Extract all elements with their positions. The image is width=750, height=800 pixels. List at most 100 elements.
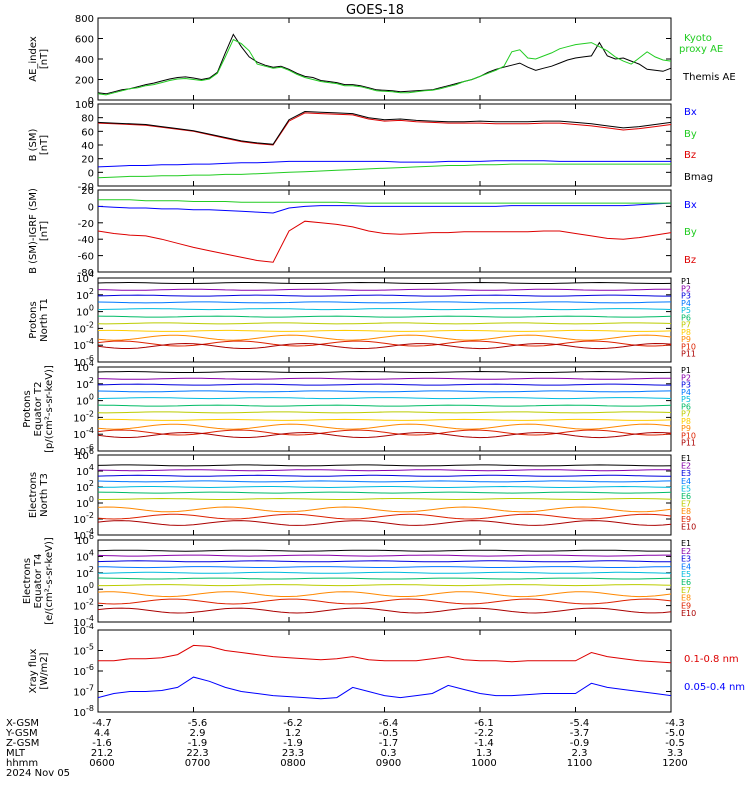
- legend-p11: P11: [681, 350, 696, 359]
- panel-bigrf: -80 -60 -40 -20 0 20 B (SM)-IGRF (SM)[nT] Bx By B…: [28, 186, 697, 279]
- xaxis-value: 1.3: [476, 748, 492, 759]
- y-axis-label: AE_index[nT]: [28, 36, 50, 82]
- y-tick-label: 100: [76, 304, 94, 319]
- xaxis-value: -6.2: [283, 718, 303, 729]
- channel-e8: [97, 506, 672, 513]
- y-tick-label: 60: [81, 127, 94, 138]
- y-axis-label: ElectronsEquator T4[e/(cm²-s-sr-keV)]: [22, 537, 55, 625]
- channel-p2: [97, 288, 671, 291]
- xaxis-value: 0800: [280, 758, 305, 769]
- legend-bx: Bx: [684, 200, 697, 211]
- legend-e2: E2: [681, 547, 691, 556]
- legend-p3: P3: [681, 292, 691, 301]
- legend-e3: E3: [681, 555, 691, 564]
- series-bx: [97, 202, 672, 214]
- channel-p8: [97, 329, 672, 332]
- legend-proxy-ae: proxy AE: [679, 44, 723, 55]
- y-tick-label: 102: [76, 565, 94, 580]
- y-tick-label: 100: [76, 581, 94, 596]
- y-tick-label: -20: [78, 219, 94, 230]
- series-0-1-0-8-nm: [98, 644, 672, 664]
- legend-e5: E5: [681, 570, 691, 579]
- channel-p9: [97, 334, 672, 341]
- legend-e9: E9: [681, 515, 691, 524]
- legend-p10: P10: [681, 342, 696, 351]
- channel-p6: [97, 404, 672, 407]
- channel-p11: [97, 431, 672, 439]
- xaxis-value: -4.7: [92, 718, 112, 729]
- legend-p1: P1: [681, 277, 691, 286]
- xaxis-value: 3.3: [667, 748, 683, 759]
- legend-p6: P6: [681, 313, 691, 322]
- legend-e4: E4: [681, 477, 691, 486]
- legend-e5: E5: [681, 484, 691, 493]
- legend-p8: P8: [681, 417, 691, 426]
- y-tick-label: -60: [78, 252, 94, 263]
- channel-p11: [97, 342, 672, 350]
- y-axis-label: ProtonsNorth T1: [28, 298, 50, 342]
- series-bz: [97, 112, 672, 146]
- panel-frame: [97, 17, 672, 101]
- channel-p3: [97, 383, 671, 386]
- xaxis-value: 23.3: [282, 748, 304, 759]
- series-bz: [97, 220, 672, 263]
- channel-e5: [97, 485, 672, 489]
- y-tick-label: 10-2: [73, 409, 94, 424]
- y-tick-label: 10-7: [73, 684, 94, 699]
- xaxis-value: -5.0: [665, 728, 685, 739]
- xaxis-value: 1.2: [285, 728, 301, 739]
- y-tick-label: 10-4: [73, 527, 94, 542]
- date-label: 2024 Nov 05: [6, 768, 70, 779]
- series-bmag: [97, 110, 672, 145]
- legend-p6: P6: [681, 402, 691, 411]
- legend-kyoto: Kyoto: [684, 33, 712, 44]
- xaxis-value: 0700: [185, 758, 210, 769]
- legend-e6: E6: [681, 492, 691, 501]
- xaxis-row-label: Z-GSM: [6, 738, 39, 749]
- y-tick-label: 10-4: [73, 622, 94, 637]
- channel-e9: [97, 598, 672, 605]
- channel-e3: [97, 560, 671, 563]
- xaxis-value: 0900: [376, 758, 401, 769]
- legend-by: By: [684, 227, 697, 238]
- y-tick-label: 200: [75, 76, 94, 87]
- y-tick-label: 10-2: [73, 320, 94, 335]
- channel-e6: [97, 577, 672, 580]
- channel-e5: [97, 571, 672, 574]
- legend-e7: E7: [681, 500, 691, 509]
- xaxis-value: -4.3: [665, 718, 685, 729]
- series-0-05-0-4-nm: [97, 676, 672, 700]
- xaxis-value: 1100: [567, 758, 592, 769]
- y-tick-label: 100: [75, 100, 94, 111]
- y-tick-label: 600: [75, 35, 94, 46]
- channel-p10: [97, 429, 672, 436]
- channel-p5: [97, 308, 672, 311]
- panel-frame: [97, 189, 672, 273]
- panel-frame: [97, 629, 672, 713]
- xaxis-value: -1.4: [474, 738, 494, 749]
- legend-e9: E9: [681, 601, 691, 610]
- xaxis-value: 1000: [471, 758, 496, 769]
- panel-frame: [97, 539, 672, 623]
- xaxis-value: -0.5: [379, 728, 399, 739]
- xaxis-value: -1.9: [188, 738, 208, 749]
- channel-e2: [97, 469, 671, 472]
- channel-p9: [97, 423, 672, 430]
- y-axis-label: ElectronsNorth T3: [28, 472, 50, 518]
- xaxis-value: -5.6: [188, 718, 208, 729]
- xaxis-value: -2.2: [474, 728, 494, 739]
- legend-bmag: Bmag: [684, 172, 713, 183]
- legend-e8: E8: [681, 594, 691, 603]
- channel-p4: [97, 390, 672, 393]
- y-tick-label: 10-6: [73, 443, 94, 458]
- legend-e10: E10: [681, 609, 696, 618]
- y-axis-label: B (SM)[nT]: [28, 128, 50, 161]
- y-tick-label: 40: [81, 141, 94, 152]
- y-tick-label: 104: [76, 463, 94, 478]
- channel-e1: [97, 549, 671, 552]
